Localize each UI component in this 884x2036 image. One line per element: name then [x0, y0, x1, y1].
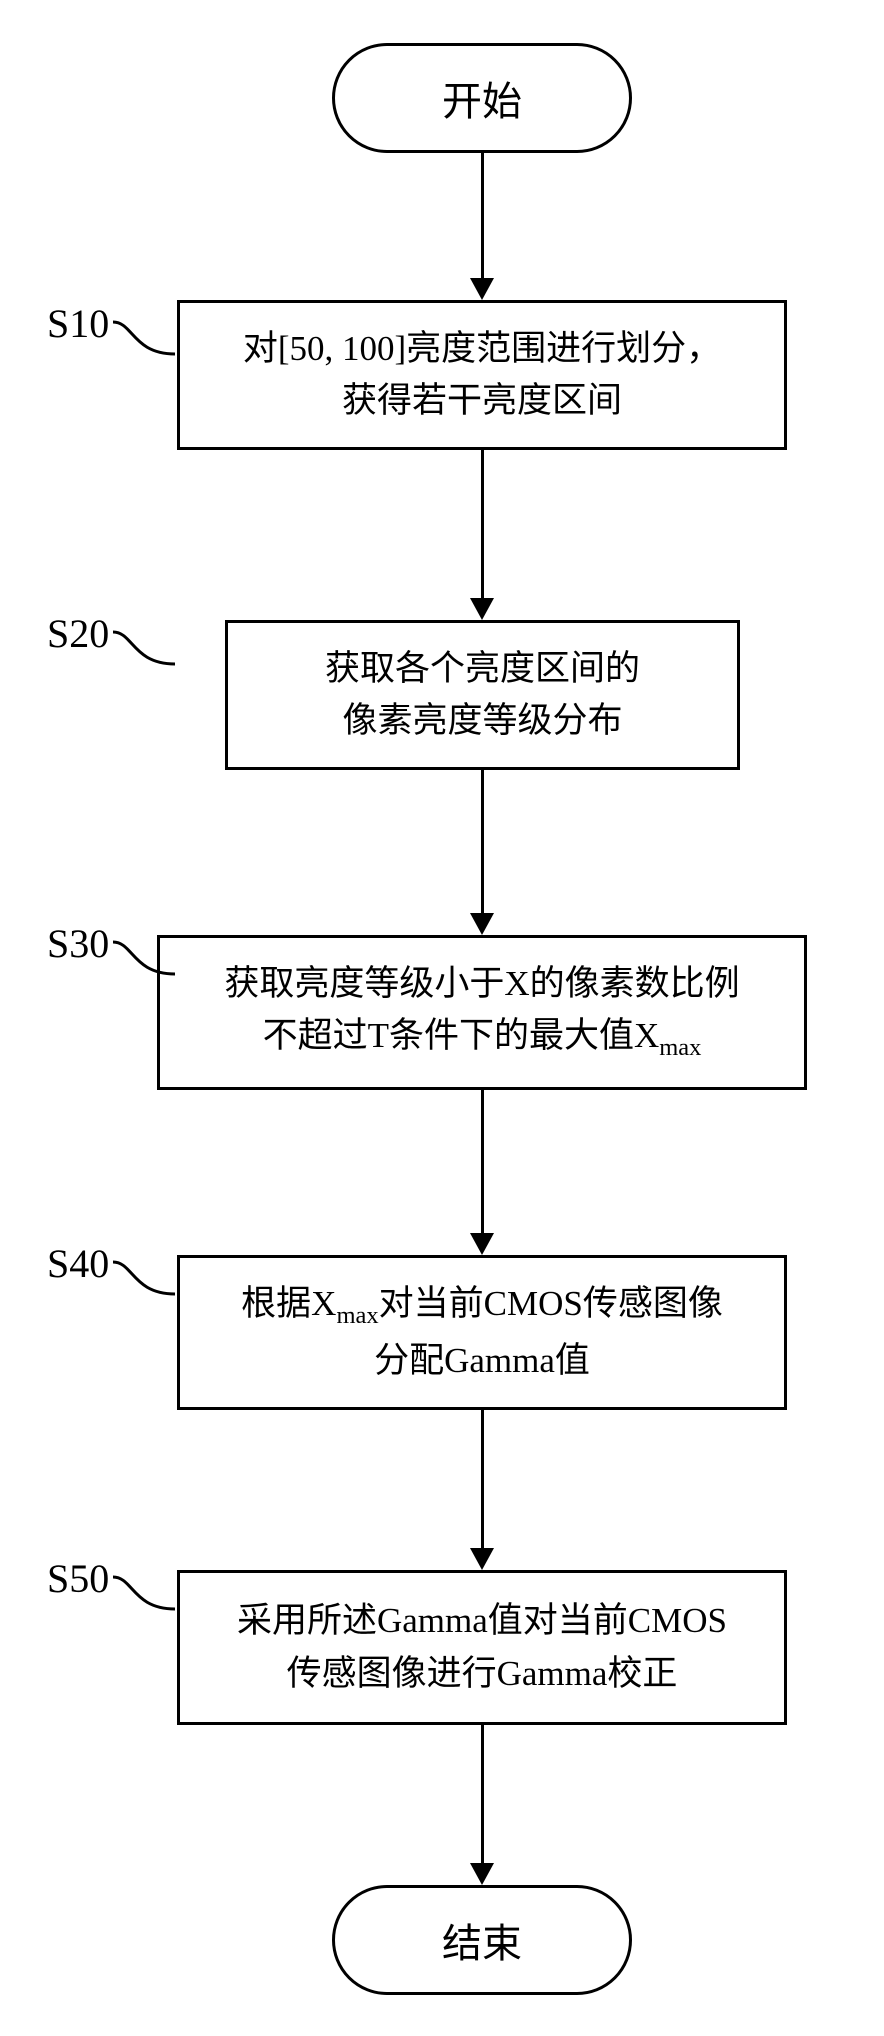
process-text-s30: 获取亮度等级小于X的像素数比例不超过T条件下的最大值Xmax	[224, 958, 739, 1067]
process-s20: 获取各个亮度区间的像素亮度等级分布	[225, 620, 740, 770]
label-connector-s30	[109, 938, 179, 980]
process-s30: 获取亮度等级小于X的像素数比例不超过T条件下的最大值Xmax	[157, 935, 807, 1090]
process-text-s50: 采用所述Gamma值对当前CMOS传感图像进行Gamma校正	[237, 1595, 727, 1700]
process-text-s20: 获取各个亮度区间的像素亮度等级分布	[325, 643, 640, 748]
step-label-s40: S40	[47, 1240, 109, 1287]
end-node: 结束	[332, 1885, 632, 1995]
arrow-head-0	[470, 278, 494, 300]
arrow-head-1	[470, 598, 494, 620]
arrow-head-2	[470, 913, 494, 935]
step-label-s20: S20	[47, 610, 109, 657]
arrow-line-1	[481, 450, 484, 598]
label-connector-s20	[109, 628, 179, 670]
label-connector-s50	[109, 1573, 179, 1615]
process-text-s10: 对[50, 100]亮度范围进行划分，获得若干亮度区间	[243, 323, 721, 428]
arrow-head-4	[470, 1548, 494, 1570]
arrow-line-4	[481, 1410, 484, 1548]
step-label-s30: S30	[47, 920, 109, 967]
start-label: 开始	[442, 69, 522, 127]
arrow-line-0	[481, 153, 484, 278]
arrow-head-3	[470, 1233, 494, 1255]
start-node: 开始	[332, 43, 632, 153]
step-label-s10: S10	[47, 300, 109, 347]
process-s40: 根据Xmax对当前CMOS传感图像分配Gamma值	[177, 1255, 787, 1410]
process-s10: 对[50, 100]亮度范围进行划分，获得若干亮度区间	[177, 300, 787, 450]
label-connector-s10	[109, 318, 179, 360]
process-s50: 采用所述Gamma值对当前CMOS传感图像进行Gamma校正	[177, 1570, 787, 1725]
end-label: 结束	[442, 1911, 522, 1969]
arrow-line-2	[481, 770, 484, 913]
label-connector-s40	[109, 1258, 179, 1300]
process-text-s40: 根据Xmax对当前CMOS传感图像分配Gamma值	[241, 1278, 723, 1387]
arrow-head-5	[470, 1863, 494, 1885]
arrow-line-5	[481, 1725, 484, 1863]
arrow-line-3	[481, 1090, 484, 1233]
step-label-s50: S50	[47, 1555, 109, 1602]
